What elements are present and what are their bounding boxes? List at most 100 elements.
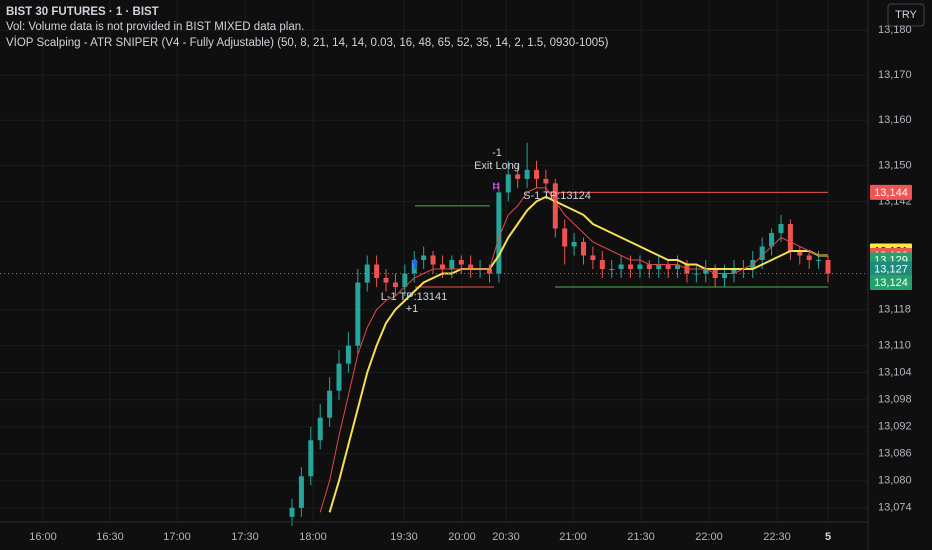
- annotation: -1: [492, 147, 502, 159]
- y-tick-label: 13,170: [878, 69, 912, 81]
- candle-body: [806, 255, 812, 260]
- grid: [0, 0, 868, 522]
- candle: [345, 332, 351, 373]
- candle: [646, 260, 652, 279]
- candle-body: [581, 241, 587, 256]
- candle-body: [825, 260, 831, 274]
- x-tick-label: 22:30: [763, 531, 791, 543]
- x-tick-label: 17:30: [231, 531, 259, 543]
- candle-body: [787, 223, 793, 251]
- x-tick-label: 18:00: [299, 531, 327, 543]
- candle-body: [609, 269, 615, 271]
- candle-body: [562, 228, 568, 247]
- candle-body: [449, 260, 455, 270]
- candle-body: [374, 264, 380, 279]
- candle-body: [336, 363, 342, 391]
- candle: [731, 260, 737, 283]
- x-tick-label: 20:30: [492, 531, 520, 543]
- candle-body: [458, 260, 464, 265]
- indicator-line: [328, 195, 828, 513]
- candle: [496, 183, 502, 283]
- candle: [769, 228, 775, 256]
- candle-body: [486, 269, 492, 274]
- candle: [336, 350, 342, 400]
- candle-body: [364, 264, 370, 283]
- candle: [402, 264, 408, 297]
- candle: [430, 250, 436, 274]
- x-tick-label: 21:00: [559, 531, 587, 543]
- x-tick-label: 20:00: [448, 531, 476, 543]
- candle-body: [289, 507, 295, 517]
- currency-button[interactable]: [887, 3, 925, 27]
- candle-body: [392, 282, 398, 288]
- candle: [787, 219, 793, 260]
- y-tick-label: 13,150: [878, 159, 912, 171]
- x-tick-label: 19:30: [390, 531, 418, 543]
- annotation: S-1 TP:13124: [523, 190, 591, 202]
- price-badge: [870, 261, 912, 277]
- candle-body: [402, 273, 408, 288]
- y-tick-label: 13,074: [878, 502, 912, 514]
- candle-body: [533, 169, 539, 179]
- candle: [825, 255, 831, 283]
- y-tick-label: 13,086: [878, 448, 912, 460]
- candle: [552, 178, 558, 238]
- candle: [703, 260, 709, 283]
- price-badge-label: 13,124: [874, 277, 908, 289]
- candle-body: [646, 264, 652, 270]
- x-tick-label: 16:00: [29, 531, 57, 543]
- candle-body: [665, 264, 671, 270]
- annotation: L-1 TP:13141: [381, 291, 447, 303]
- candle: [637, 255, 643, 279]
- candle: [806, 250, 812, 270]
- x-tick-label: 22:00: [695, 531, 723, 543]
- y-tick-label: 13,098: [878, 394, 912, 406]
- candle-body: [675, 264, 681, 270]
- candle-body: [317, 417, 323, 441]
- candle-body: [298, 476, 304, 508]
- candle-body: [778, 223, 784, 233]
- y-tick-label: 13,104: [878, 367, 912, 379]
- candle: [364, 255, 370, 292]
- candle: [797, 246, 803, 265]
- annotation: Exit Long: [474, 160, 520, 172]
- candle: [308, 426, 314, 486]
- candle-body: [524, 169, 530, 179]
- candle-body: [571, 241, 577, 247]
- candle-body: [439, 264, 445, 270]
- indicator-line: [319, 187, 828, 513]
- candle: [327, 377, 333, 427]
- candle: [421, 246, 427, 270]
- candle: [665, 260, 671, 279]
- y-tick-label: 13,080: [878, 475, 912, 487]
- candle-body: [355, 282, 361, 346]
- x-tick-label: 21:30: [627, 531, 655, 543]
- candle-body: [599, 260, 605, 270]
- candle-body: [552, 183, 558, 229]
- candle: [816, 250, 822, 270]
- x-tick-label: 16:30: [96, 531, 124, 543]
- y-tick-label: 13,118: [878, 303, 911, 315]
- candle: [581, 237, 587, 265]
- candle-body: [759, 246, 765, 260]
- candle-body: [797, 250, 803, 256]
- y-tick-label: 13,180: [878, 24, 912, 36]
- candle-body: [722, 273, 728, 279]
- candle-body: [769, 232, 775, 247]
- chart-title: BIST 30 FUTURES · 1 · BIST: [6, 6, 159, 18]
- candle-body: [618, 264, 624, 270]
- candle-body: [515, 174, 521, 179]
- candle: [562, 219, 568, 265]
- candle-body: [468, 264, 474, 270]
- candle: [505, 160, 511, 202]
- currency-label[interactable]: TRY: [895, 9, 917, 21]
- candle: [533, 160, 539, 188]
- long-arrow: [412, 258, 418, 269]
- candle-body: [496, 192, 502, 274]
- y-tick-label: 13,092: [878, 421, 912, 433]
- candle-body: [505, 174, 511, 193]
- candle-body: [308, 440, 314, 477]
- candle-body: [590, 255, 596, 260]
